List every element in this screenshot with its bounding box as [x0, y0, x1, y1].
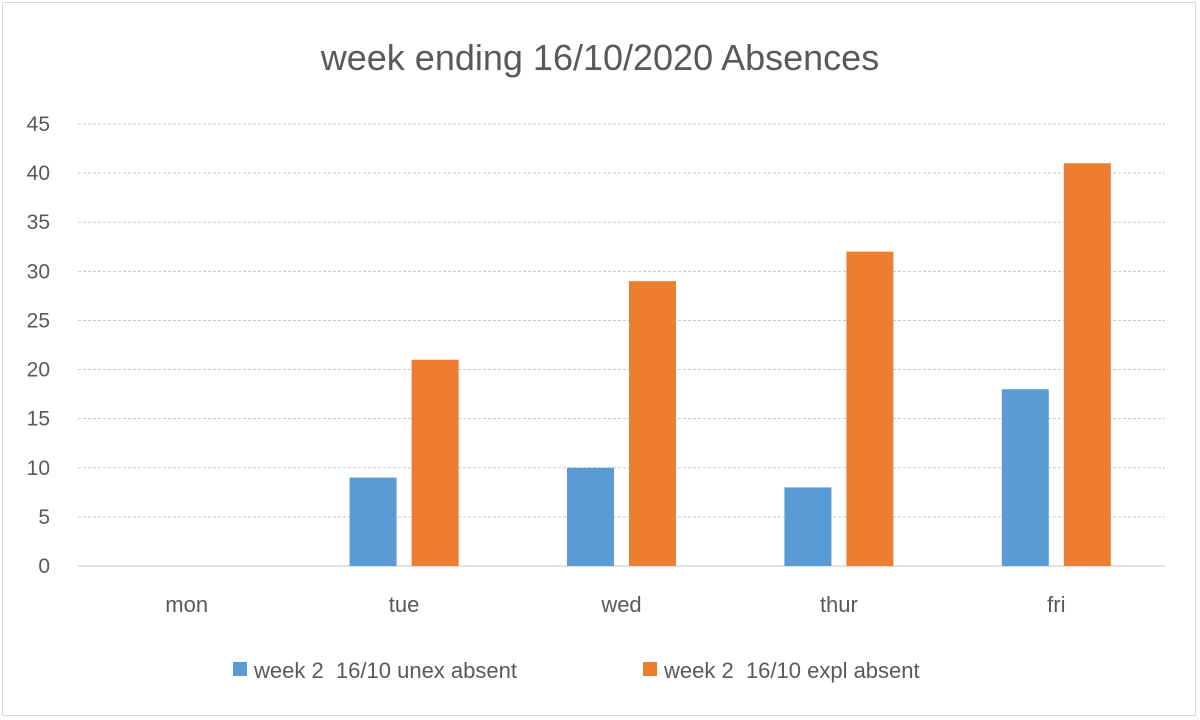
x-tick-label-wed: wed	[600, 592, 641, 617]
bar-wed-series-2	[629, 281, 676, 566]
x-axis: mon tue wed thur fri	[165, 592, 1065, 617]
legend-label-1: week 2 16/10 unex absent	[253, 658, 517, 683]
y-tick-label: 30	[27, 260, 50, 283]
y-tick-label: 5	[38, 506, 50, 529]
x-tick-label-tue: tue	[389, 592, 420, 617]
bar-tue-series-1	[349, 477, 397, 566]
bar-tue-series-2	[411, 359, 459, 566]
legend: week 2 16/10 unex absent week 2 16/10 exp…	[233, 658, 920, 683]
bar-thur-series-1	[784, 487, 832, 566]
y-tick-label: 35	[27, 211, 50, 234]
legend-swatch-2	[643, 662, 657, 676]
y-axis: 0 5 10 15 20 25 30 35 40 45	[27, 113, 50, 578]
x-tick-label-mon: mon	[165, 592, 208, 617]
legend-label-2: week 2 16/10 expl absent	[663, 658, 920, 683]
bars	[349, 163, 1111, 567]
y-tick-label: 10	[27, 457, 50, 480]
x-tick-label-thur: thur	[820, 592, 858, 617]
y-tick-label: 15	[27, 408, 50, 431]
bar-fri-series-2	[1063, 163, 1111, 567]
y-tick-label: 25	[27, 309, 50, 332]
legend-swatch-1	[233, 662, 247, 676]
y-tick-label: 45	[27, 113, 50, 136]
y-tick-label: 0	[38, 555, 50, 578]
y-tick-label: 40	[27, 162, 50, 185]
gridlines	[78, 123, 1165, 567]
y-tick-label: 20	[27, 359, 50, 382]
x-tick-label-fri: fri	[1047, 592, 1065, 617]
bar-wed-series-1	[567, 467, 614, 566]
bar-thur-series-2	[846, 251, 894, 566]
bar-fri-series-1	[1001, 389, 1049, 566]
chart-title: week ending 16/10/2020 Absences	[320, 37, 879, 78]
